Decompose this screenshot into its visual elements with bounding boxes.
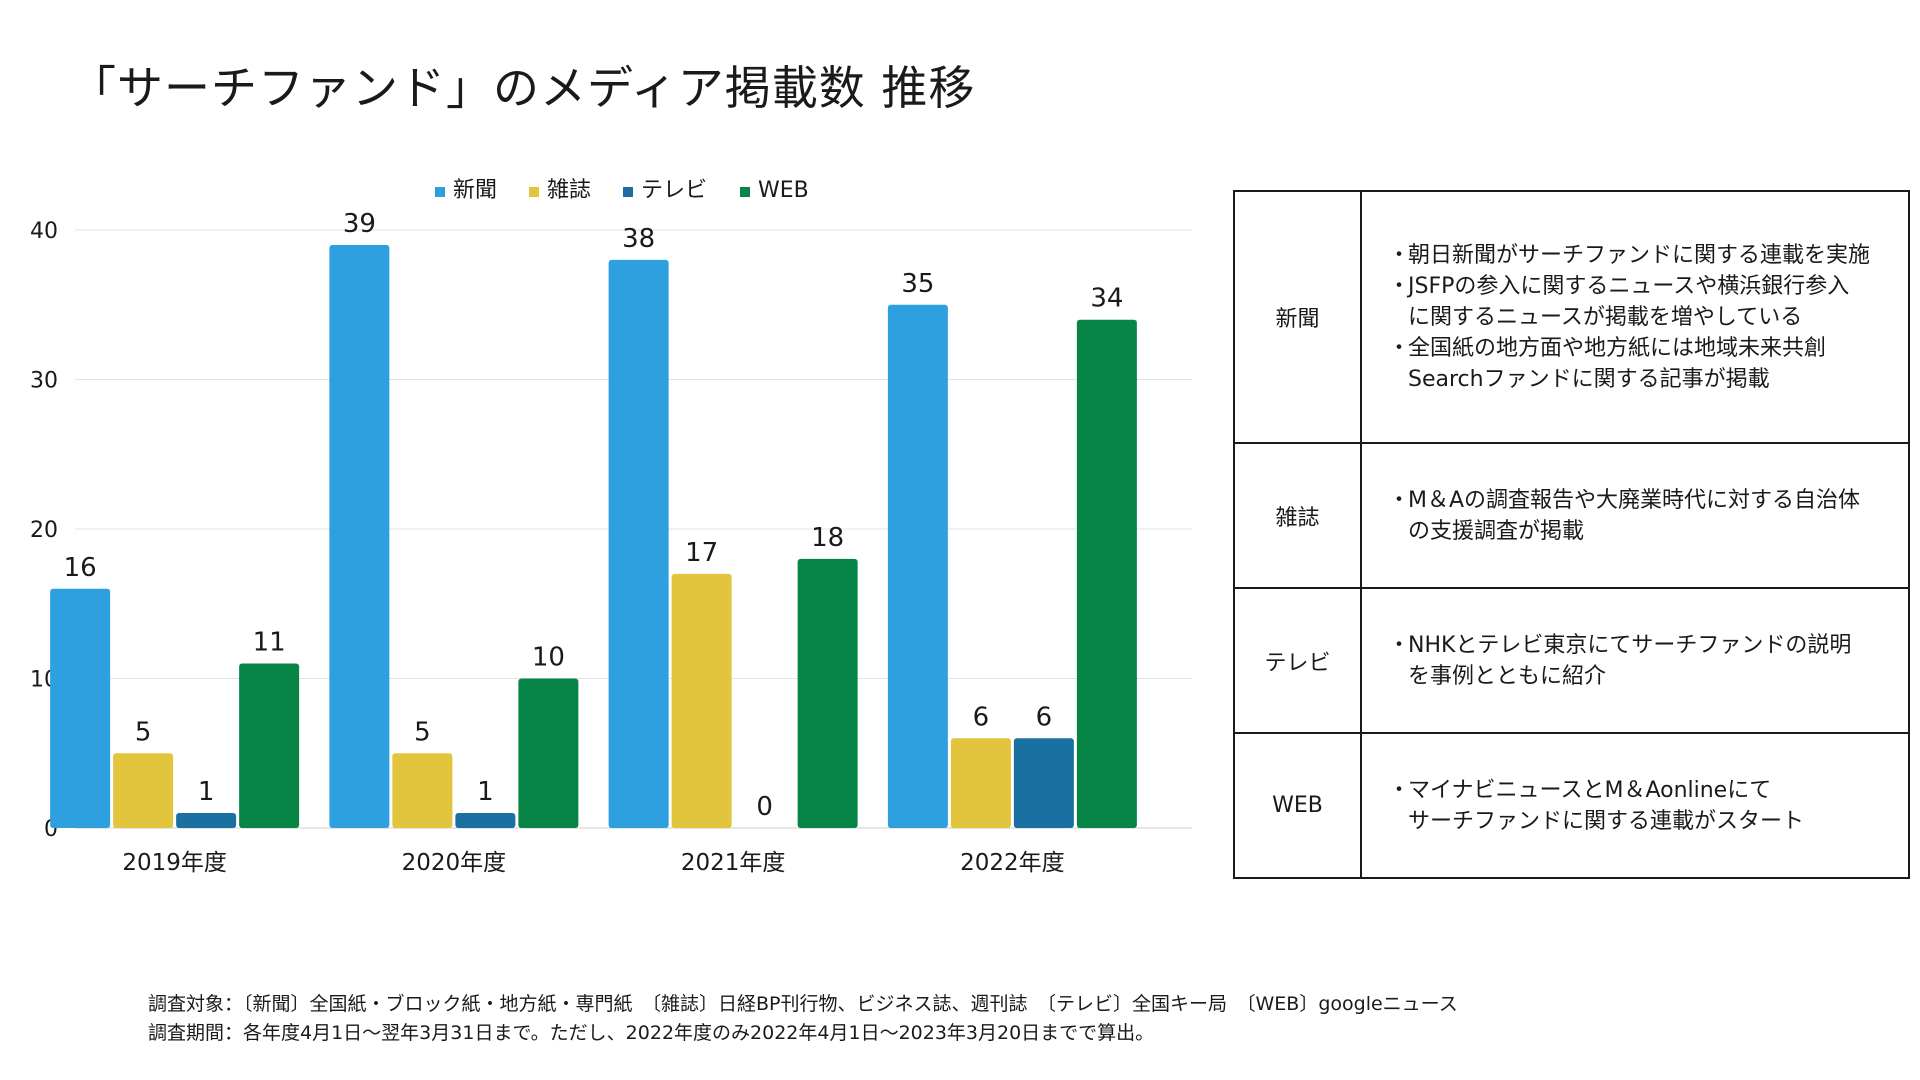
bullet-dot-icon: ・ — [1388, 273, 1411, 299]
bar-WEB-2020年度 — [518, 678, 579, 828]
x-tick-label: 2019年度 — [122, 850, 227, 876]
bullet-item: ・ NHKとテレビ東京にてサーチファンドの説明 — [1388, 630, 1898, 661]
footnote-survey-period: 調査期間：各年度4月1日〜翌年3月31日まで。ただし、2022年度のみ2022年… — [148, 1022, 1155, 1044]
bullet-item: ・全国紙の地方面や地方紙には地域未来共創 — [1388, 333, 1898, 364]
bullet-text-continued: を事例とともに紹介 — [1408, 663, 1607, 689]
bullet-text: 全国紙の地方面や地方紙には地域未来共創 — [1408, 335, 1827, 361]
bar-雑誌-2021年度 — [671, 573, 732, 828]
bar-テレビ-2022年度 — [1013, 738, 1074, 828]
bullet-text: NHKとテレビ東京にてサーチファンドの説明 — [1408, 632, 1852, 658]
table-row: 新聞・朝日新聞がサーチファンドに関する連載を実施・ JSFPの参入に関するニュース… — [1233, 190, 1910, 444]
table-category: 新聞 — [1233, 190, 1362, 444]
media-summary-table: 新聞・朝日新聞がサーチファンドに関する連載を実施・ JSFPの参入に関するニュース… — [1233, 190, 1910, 879]
chart-legend: 新聞 雑誌 テレビ WEB — [435, 178, 809, 203]
table-description: ・マイナビニュースとM＆Aonlineにて サーチファンドに関する連載がスタート — [1360, 732, 1910, 879]
data-label: 11 — [253, 628, 286, 658]
table-description: ・朝日新聞がサーチファンドに関する連載を実施・ JSFPの参入に関するニュースや横… — [1360, 190, 1910, 444]
data-label: 34 — [1090, 284, 1123, 314]
data-label: 39 — [343, 209, 376, 239]
bullet-text: JSFPの参入に関するニュースや横浜銀行参入 — [1408, 273, 1850, 299]
data-label: 10 — [532, 643, 565, 673]
bar-新聞-2020年度 — [329, 244, 390, 828]
bullet-item: ・マイナビニュースとM＆Aonlineにて — [1388, 775, 1898, 806]
table-description: ・ M＆Aの調査報告や大廃業時代に対する自治体 の支援調査が掲載 — [1360, 442, 1910, 589]
legend-label: 新聞 — [453, 178, 497, 203]
bullet-text: マイナビニュースとM＆Aonlineにて — [1408, 777, 1772, 803]
bullet-item: ・ JSFPの参入に関するニュースや横浜銀行参入 — [1388, 271, 1898, 302]
bar-雑誌-2019年度 — [113, 753, 174, 828]
bar-WEB-2022年度 — [1076, 319, 1137, 828]
bar-新聞-2019年度 — [50, 588, 111, 828]
bar-WEB-2019年度 — [239, 663, 300, 828]
bullet-text-continued: サーチファンドに関する連載がスタート — [1408, 808, 1805, 834]
y-tick-label: 20 — [30, 518, 58, 543]
x-axis: 2019年度 2020年度 2021年度 2022年度 — [122, 850, 1064, 876]
data-label: 18 — [811, 523, 844, 553]
bullet-text: 朝日新聞がサーチファンドに関する連載を実施 — [1408, 242, 1871, 268]
table-category: 雑誌 — [1233, 442, 1362, 589]
data-label: 38 — [622, 224, 655, 254]
data-label: 6 — [1036, 702, 1053, 732]
data-label: 5 — [135, 717, 152, 747]
bullet-dot-icon: ・ — [1388, 632, 1411, 658]
x-tick-label: 2021年度 — [681, 850, 786, 876]
data-label: 35 — [901, 269, 934, 299]
legend-label: テレビ — [641, 178, 707, 203]
bar-雑誌-2020年度 — [392, 753, 453, 828]
bullet-item: ・ M＆Aの調査報告や大廃業時代に対する自治体 — [1388, 485, 1898, 516]
chart-title: 「サーチファンド」のメディア掲載数 推移 — [70, 61, 976, 115]
legend-swatch-WEB — [740, 187, 750, 197]
y-tick-label: 30 — [30, 369, 58, 394]
data-label: 16 — [64, 553, 97, 583]
data-label: 5 — [414, 717, 431, 747]
data-label: 1 — [198, 777, 215, 807]
bullet-text-continued: に関するニュースが掲載を増やしている — [1408, 304, 1803, 330]
bar-新聞-2021年度 — [608, 259, 669, 828]
legend-swatch-テレビ — [623, 187, 633, 197]
bar-新聞-2022年度 — [887, 304, 948, 828]
bullet-dot-icon: ・ — [1388, 487, 1411, 513]
footnote: 調査対象：〔新聞〕全国紙・ブロック紙・地方紙・専門紙 〔雑誌〕日経BP刊行物、ビ… — [148, 990, 1458, 1048]
x-tick-label: 2020年度 — [402, 850, 507, 876]
bullet-dot-icon: ・ — [1388, 242, 1411, 268]
bar-テレビ-2020年度 — [455, 813, 516, 828]
legend-label: 雑誌 — [547, 178, 591, 203]
data-label: 1 — [477, 777, 494, 807]
legend-swatch-雑誌 — [529, 187, 539, 197]
bullet-dot-icon: ・ — [1388, 777, 1411, 803]
table-row: 雑誌・ M＆Aの調査報告や大廃業時代に対する自治体 の支援調査が掲載 — [1233, 442, 1910, 589]
footnote-survey-target: 調査対象：〔新聞〕全国紙・ブロック紙・地方紙・専門紙 〔雑誌〕日経BP刊行物、ビ… — [148, 993, 1458, 1015]
table-row: WEB ・マイナビニュースとM＆Aonlineにて サーチファンドに関する連載がスタ… — [1233, 732, 1910, 879]
bullet-text: M＆Aの調査報告や大廃業時代に対する自治体 — [1408, 487, 1861, 513]
table-row: テレビ・ NHKとテレビ東京にてサーチファンドの説明 を事例とともに紹介 — [1233, 587, 1910, 734]
x-tick-label: 2022年度 — [960, 850, 1065, 876]
bullet-text-continued: Searchファンドに関する記事が掲載 — [1408, 366, 1770, 392]
y-tick-label: 40 — [30, 219, 58, 244]
table-description: ・ NHKとテレビ東京にてサーチファンドの説明 を事例とともに紹介 — [1360, 587, 1910, 734]
bullet-text-continued: の支援調査が掲載 — [1408, 518, 1585, 544]
legend-label: WEB — [758, 178, 809, 203]
legend-swatch-新聞 — [435, 187, 445, 197]
bar-雑誌-2022年度 — [950, 738, 1011, 828]
table-category: テレビ — [1233, 587, 1362, 734]
table-category: WEB — [1233, 732, 1362, 879]
bar-テレビ-2019年度 — [176, 813, 237, 828]
data-label: 6 — [973, 702, 990, 732]
bar-WEB-2021年度 — [797, 558, 858, 828]
data-label: 17 — [685, 538, 718, 568]
chart-bars — [50, 244, 1137, 828]
data-label: 0 — [756, 792, 773, 822]
bullet-dot-icon: ・ — [1388, 335, 1411, 361]
bullet-item: ・朝日新聞がサーチファンドに関する連載を実施 — [1388, 240, 1898, 271]
